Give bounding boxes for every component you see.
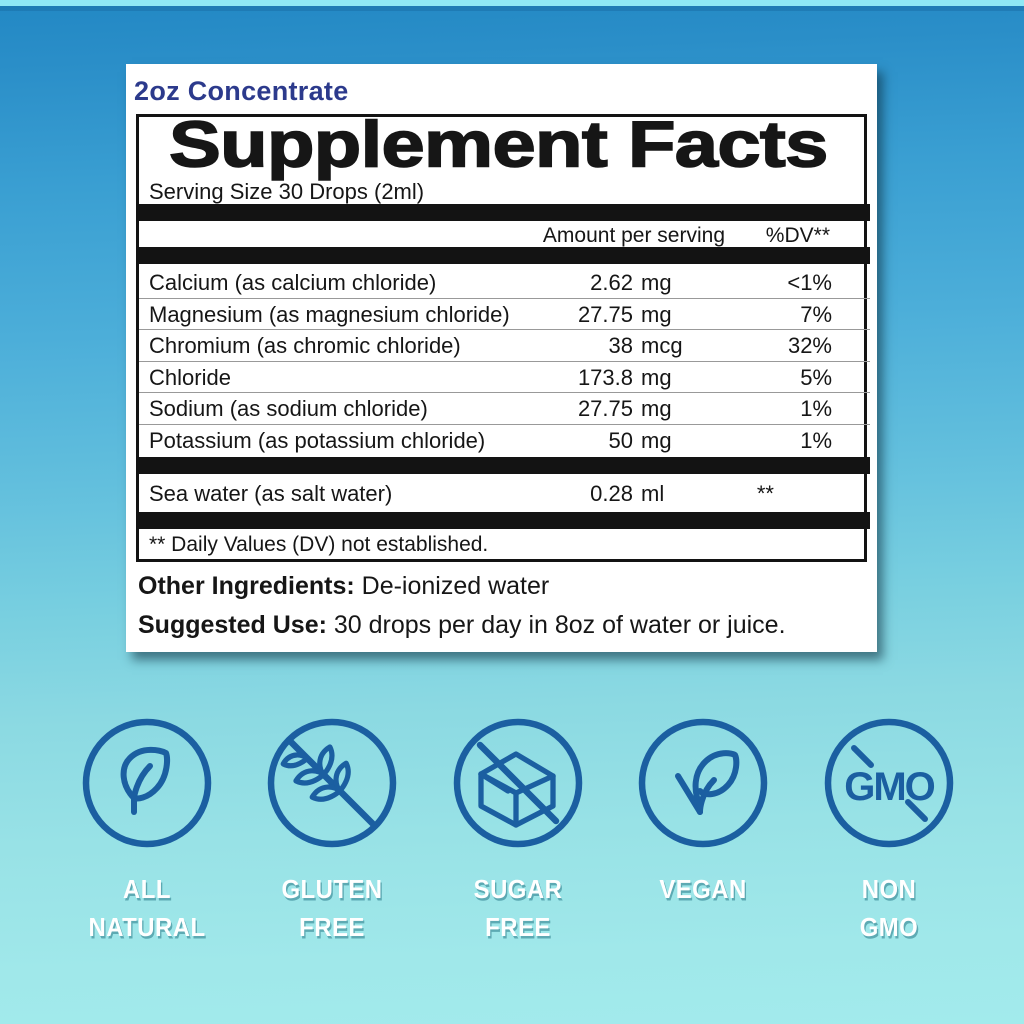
svg-text:GMO: GMO <box>844 765 934 809</box>
